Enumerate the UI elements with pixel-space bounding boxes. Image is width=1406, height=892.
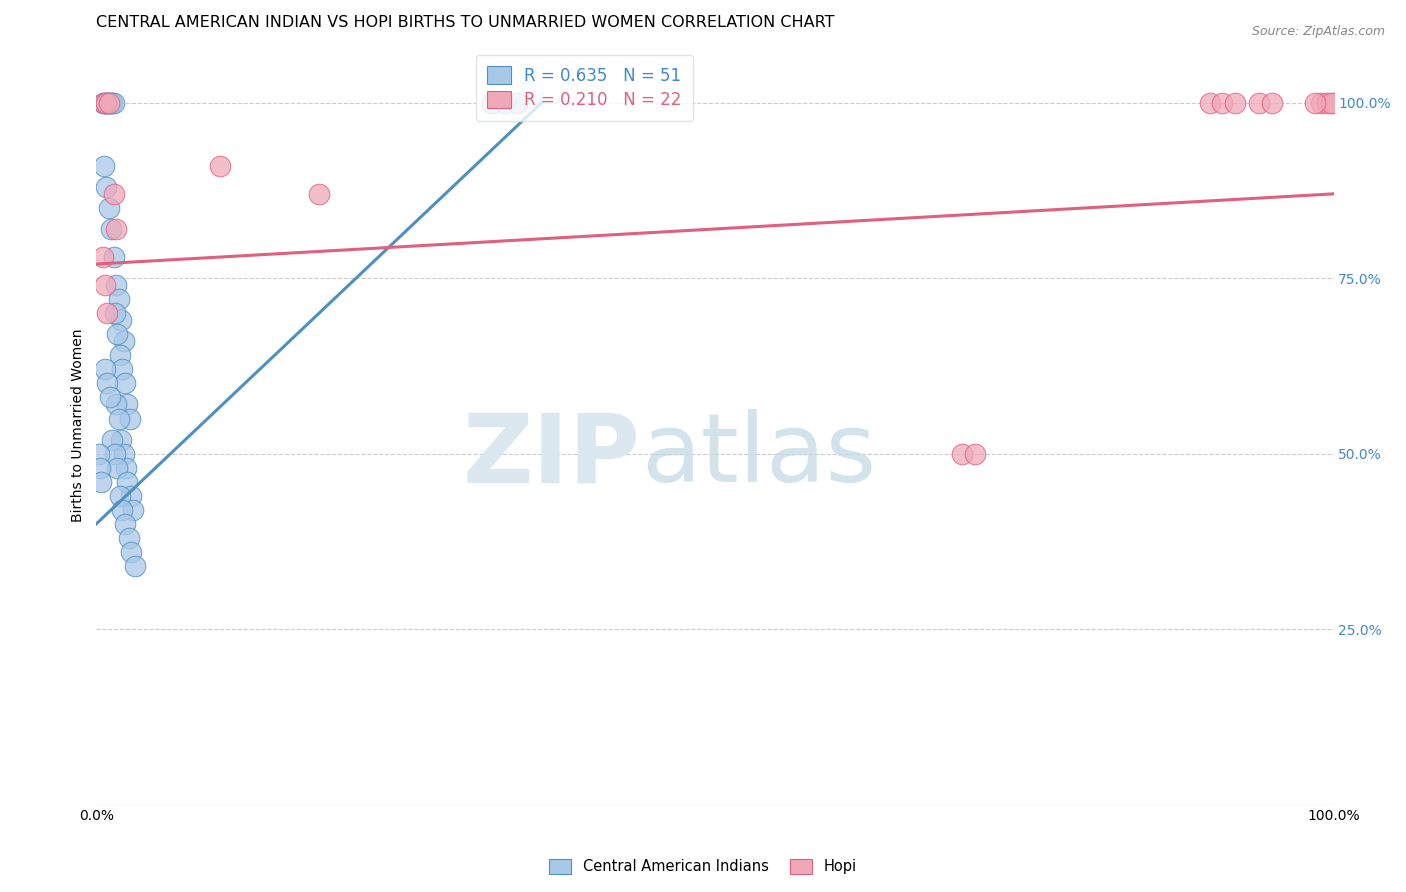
Point (96, 376, 118, 391)
Point (117, 531, 139, 545)
Point (117, 397, 139, 411)
Point (107, 292, 129, 306)
Point (1249, 95, 1271, 110)
Legend: R = 0.635   N = 51, R = 0.210   N = 22: R = 0.635 N = 51, R = 0.210 N = 22 (475, 54, 693, 121)
Point (950, 447, 973, 461)
Point (93, 159, 115, 173)
Point (120, 489, 142, 503)
Point (1198, 95, 1220, 110)
Point (1211, 95, 1233, 110)
Point (1223, 95, 1246, 110)
Point (93, 95, 115, 110)
Point (104, 306, 127, 320)
Point (97, 201, 120, 215)
Point (100, 222, 122, 236)
Text: atlas: atlas (641, 409, 876, 502)
Point (1316, 95, 1339, 110)
Point (308, 186, 330, 201)
Point (98, 95, 121, 110)
Point (105, 222, 128, 236)
Point (97, 95, 120, 110)
Point (112, 447, 135, 461)
Point (114, 516, 136, 531)
Point (1310, 95, 1333, 110)
Point (103, 186, 125, 201)
Point (96, 95, 118, 110)
Text: CENTRAL AMERICAN INDIAN VS HOPI BIRTHS TO UNMARRIED WOMEN CORRELATION CHART: CENTRAL AMERICAN INDIAN VS HOPI BIRTHS T… (97, 15, 835, 30)
Point (110, 433, 132, 447)
Point (101, 95, 124, 110)
Point (105, 460, 128, 475)
Point (97, 95, 120, 110)
Point (100, 95, 122, 110)
Point (101, 433, 124, 447)
Point (963, 447, 986, 461)
Point (103, 95, 125, 110)
Point (91, 250, 114, 264)
Point (96, 179, 118, 194)
Point (115, 460, 138, 475)
Point (1322, 95, 1344, 110)
Point (111, 502, 134, 516)
Point (481, 95, 503, 110)
Legend: Central American Indians, Hopi: Central American Indians, Hopi (543, 853, 863, 880)
Point (91, 95, 114, 110)
Point (112, 334, 135, 349)
Point (108, 348, 131, 362)
Point (122, 502, 145, 516)
Point (124, 558, 146, 573)
Point (110, 313, 132, 327)
Point (120, 545, 142, 559)
Point (90, 475, 112, 489)
Point (98, 391, 121, 405)
Point (105, 397, 128, 411)
Point (94, 278, 117, 293)
Point (105, 278, 128, 293)
Point (118, 411, 141, 425)
Point (1260, 95, 1282, 110)
Point (96, 95, 118, 110)
Point (94, 95, 117, 110)
Point (104, 447, 127, 461)
Point (105, 327, 128, 342)
Point (107, 411, 129, 425)
Point (94, 362, 117, 376)
Text: Source: ZipAtlas.com: Source: ZipAtlas.com (1251, 25, 1385, 38)
Point (1320, 95, 1343, 110)
Point (117, 475, 139, 489)
Point (506, 95, 529, 110)
Point (494, 95, 516, 110)
Point (96, 95, 118, 110)
Point (114, 376, 136, 391)
Point (89, 460, 111, 475)
Point (87, 447, 110, 461)
Text: ZIP: ZIP (463, 409, 641, 502)
Point (96, 306, 118, 320)
Y-axis label: Births to Unmarried Women: Births to Unmarried Women (72, 329, 86, 523)
Point (1303, 95, 1326, 110)
Point (108, 489, 131, 503)
Point (209, 159, 232, 173)
Point (103, 250, 125, 264)
Point (111, 362, 134, 376)
